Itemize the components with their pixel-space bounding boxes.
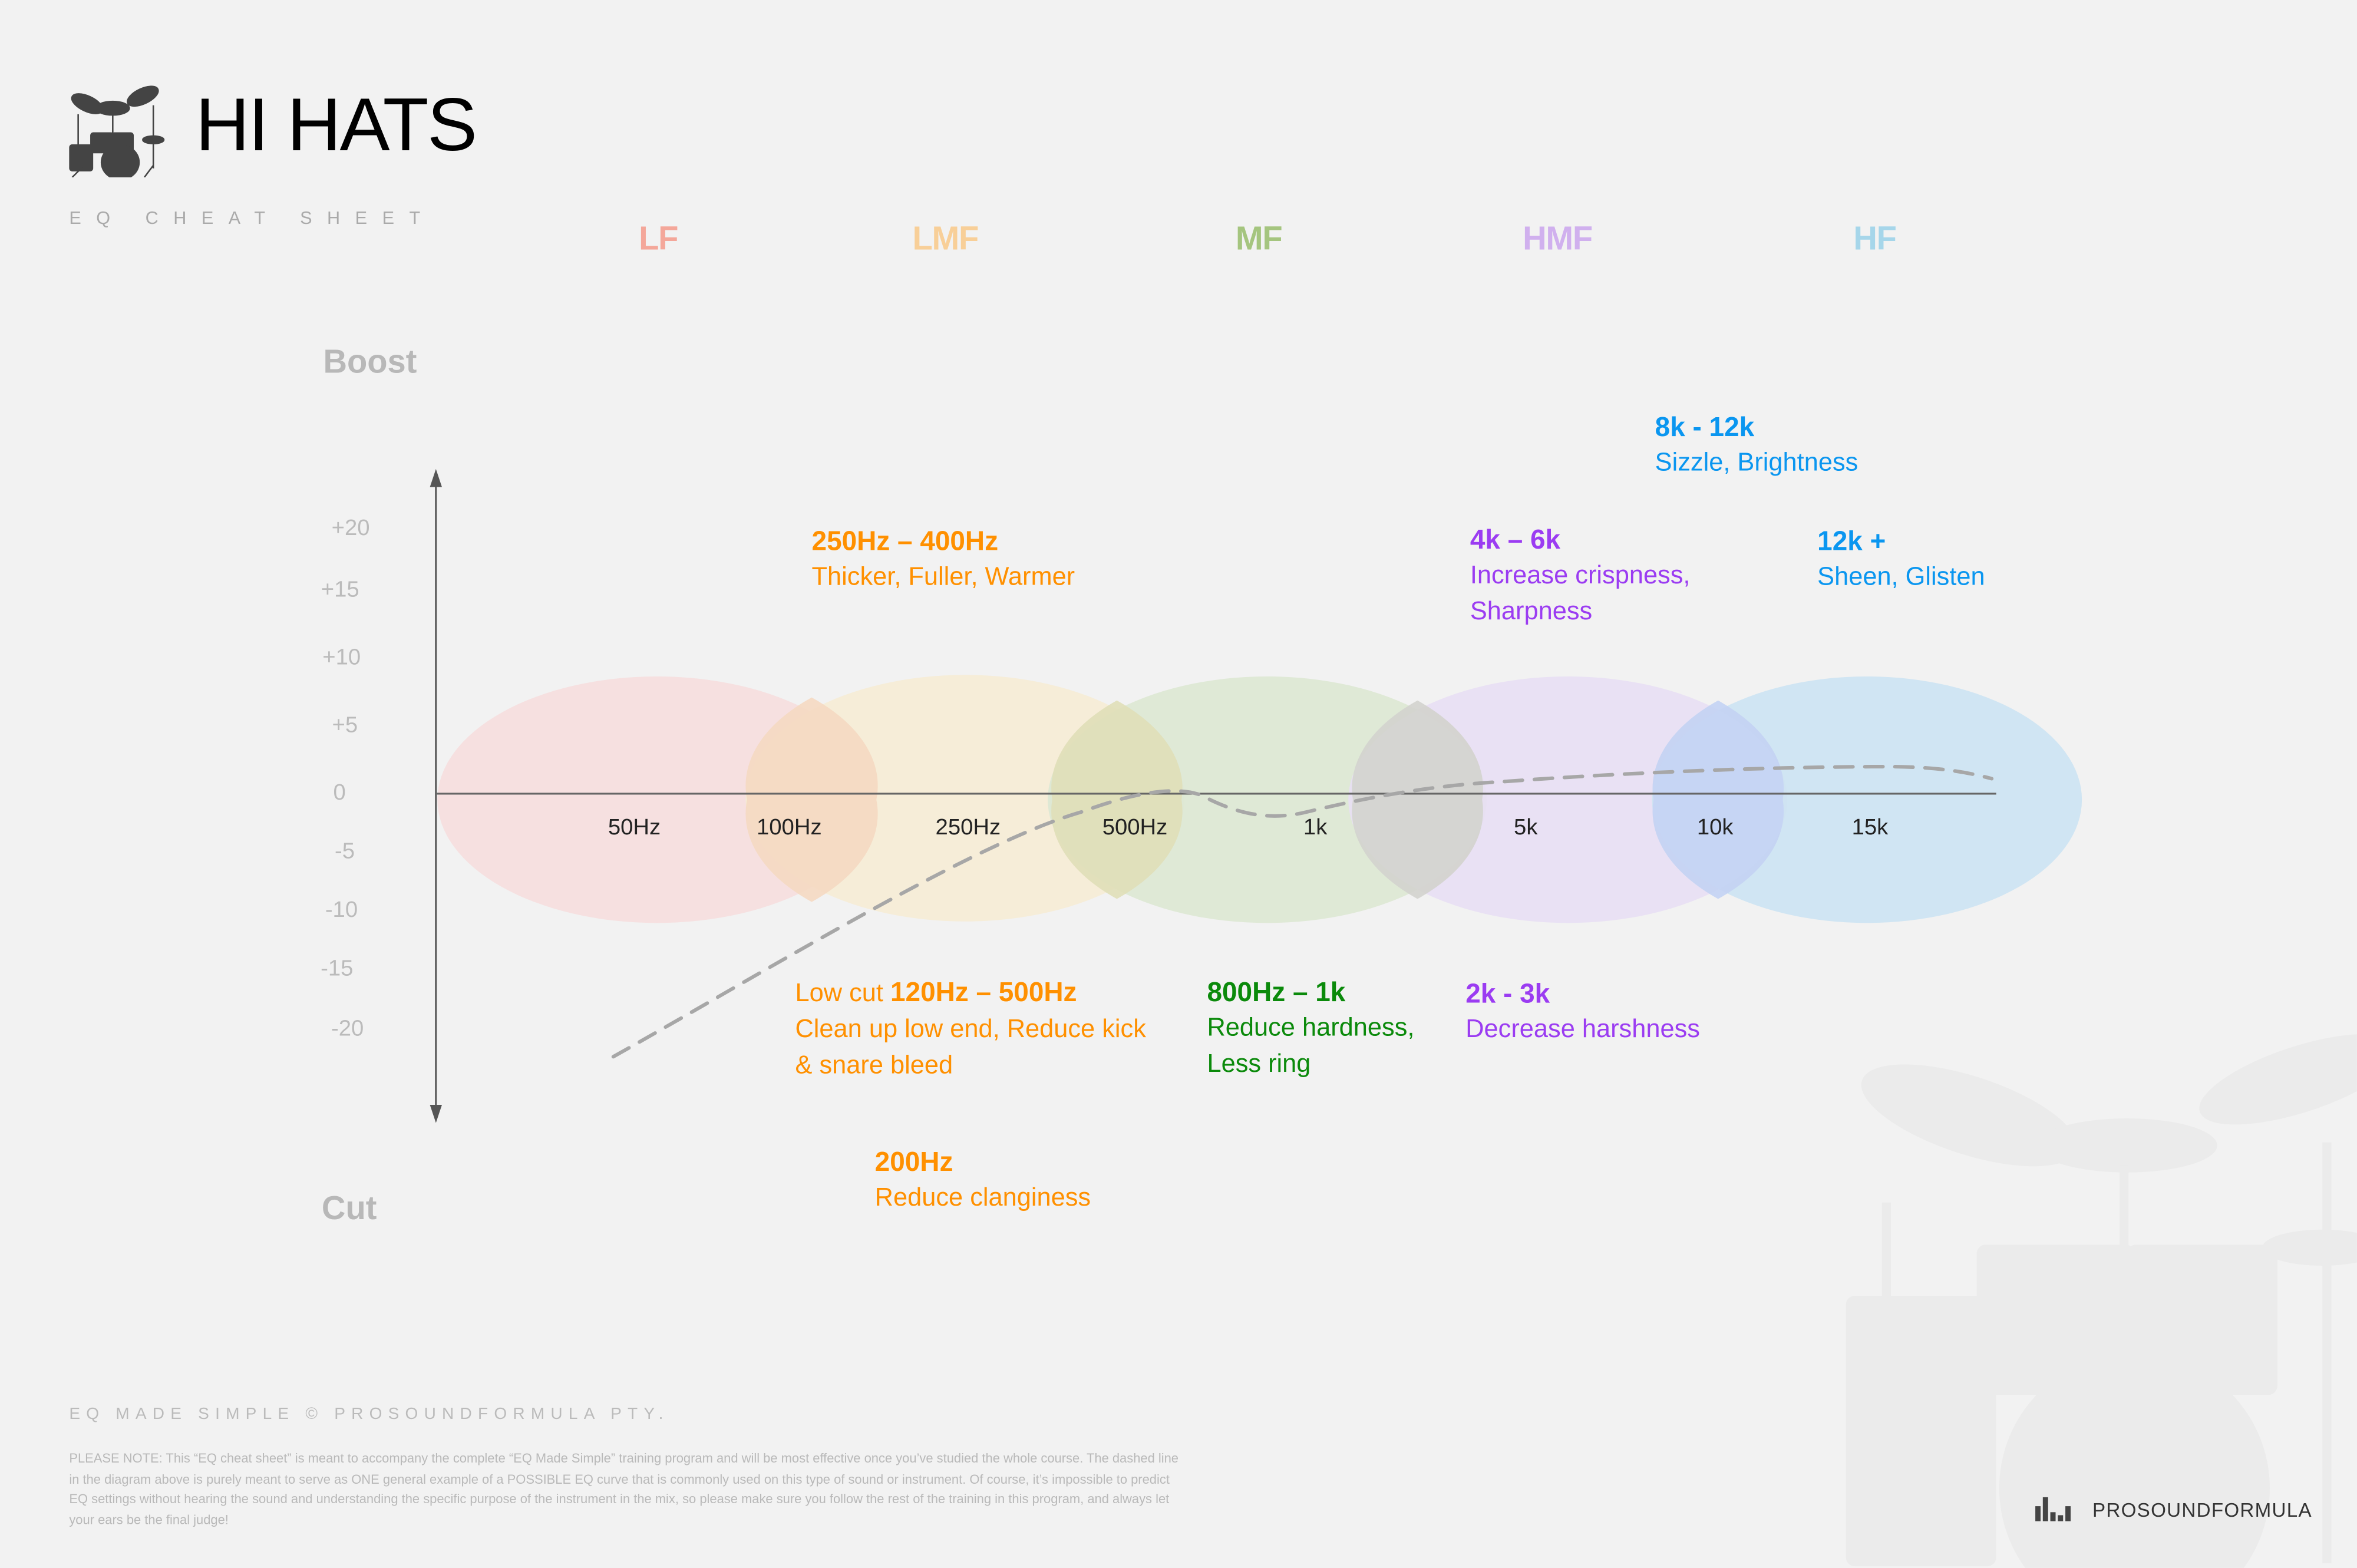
annotation-800hz-1k: 800Hz – 1k Reduce hardness, Less ring: [1207, 974, 1414, 1082]
band-label-hf: HF: [1853, 219, 1897, 258]
annotation-body: Sheen, Glisten: [1817, 562, 1985, 591]
prosoundformula-logo: PROSOUNDFORMULA: [2035, 1497, 2312, 1521]
drum-kit-icon: [69, 85, 165, 178]
bar-graph-icon: [2035, 1497, 2071, 1521]
cut-label: Cut: [321, 1189, 377, 1227]
y-tick: -15: [321, 956, 354, 982]
annotation-heading: 4k – 6k: [1470, 524, 1561, 555]
annotation-12k-plus: 12k + Sheen, Glisten: [1817, 523, 1985, 595]
x-tick: 15k: [1851, 814, 1889, 841]
annotation-body: Increase crispness,: [1470, 560, 1691, 589]
annotation-body: Sizzle, Brightness: [1655, 448, 1858, 477]
annotation-2k-3k: 2k - 3k Decrease harshness: [1465, 976, 1700, 1048]
boost-label: Boost: [323, 342, 417, 381]
annotation-body: Less ring: [1207, 1049, 1311, 1078]
annotation-heading: 800Hz – 1k: [1207, 977, 1346, 1008]
y-tick: +10: [322, 645, 361, 671]
annotation-low-cut: Low cut 120Hz – 500Hz Clean up low end, …: [795, 974, 1146, 1084]
x-tick: 100Hz: [756, 814, 822, 841]
annotation-body: Clean up low end, Reduce kick: [795, 1014, 1146, 1044]
annotation-heading: 2k - 3k: [1465, 978, 1550, 1009]
annotation-body: Reduce clanginess: [874, 1183, 1091, 1212]
y-tick: -10: [325, 897, 358, 923]
eq-curve-dashed: [611, 764, 1994, 1059]
band-label-mf: MF: [1235, 219, 1283, 258]
annotation-heading: 250Hz – 400Hz: [811, 526, 999, 556]
footer-note: PLEASE NOTE: This “EQ cheat sheet” is me…: [69, 1450, 1179, 1527]
annotation-body: Thicker, Fuller, Warmer: [811, 562, 1075, 591]
annotation-body: Decrease harshness: [1465, 1014, 1700, 1044]
footer-brand-line: EQ MADE SIMPLE © PROSOUNDFORMULA PTY.: [69, 1405, 669, 1424]
annotation-200hz: 200Hz Reduce clanginess: [875, 1144, 1091, 1216]
y-tick: -5: [334, 839, 355, 864]
logo-text: PROSOUNDFORMULA: [2092, 1498, 2312, 1521]
band-label-lf: LF: [639, 219, 678, 258]
band-label-lmf: LMF: [912, 219, 979, 258]
annotation-heading: 120Hz – 500Hz: [890, 977, 1077, 1008]
annotation-4k-6k: 4k – 6k Increase crispness, Sharpness: [1470, 521, 1691, 630]
page-title: HI HATS: [195, 82, 477, 167]
annotation-body: & snare bleed: [795, 1051, 953, 1080]
annotation-250hz-400hz: 250Hz – 400Hz Thicker, Fuller, Warmer: [812, 523, 1075, 595]
page-subtitle: EQ CHEAT SHEET: [69, 207, 435, 229]
y-tick: +5: [332, 712, 358, 738]
x-tick: 500Hz: [1102, 814, 1168, 841]
y-tick: -20: [331, 1016, 364, 1042]
annotation-body: Reduce hardness,: [1207, 1013, 1415, 1042]
x-tick: 250Hz: [935, 814, 1001, 841]
x-tick: 5k: [1514, 814, 1538, 841]
annotation-body: Sharpness: [1470, 596, 1593, 626]
annotation-heading: 8k - 12k: [1655, 411, 1755, 442]
band-label-hmf: HMF: [1523, 219, 1593, 258]
x-tick: 10k: [1696, 814, 1734, 841]
annotation-8k-12k: 8k - 12k Sizzle, Brightness: [1655, 409, 1858, 481]
x-tick: 50Hz: [608, 814, 661, 841]
annotation-prefix: Low cut: [795, 978, 890, 1008]
x-tick: 1k: [1303, 814, 1328, 841]
y-tick: 0: [333, 780, 346, 806]
annotation-heading: 12k +: [1817, 526, 1886, 556]
y-tick: +15: [321, 577, 359, 603]
y-tick: +20: [331, 515, 370, 542]
y-axis-arrow-down-icon: [430, 1104, 442, 1123]
y-axis-arrow-up-icon: [430, 468, 442, 487]
annotation-heading: 200Hz: [874, 1147, 953, 1177]
